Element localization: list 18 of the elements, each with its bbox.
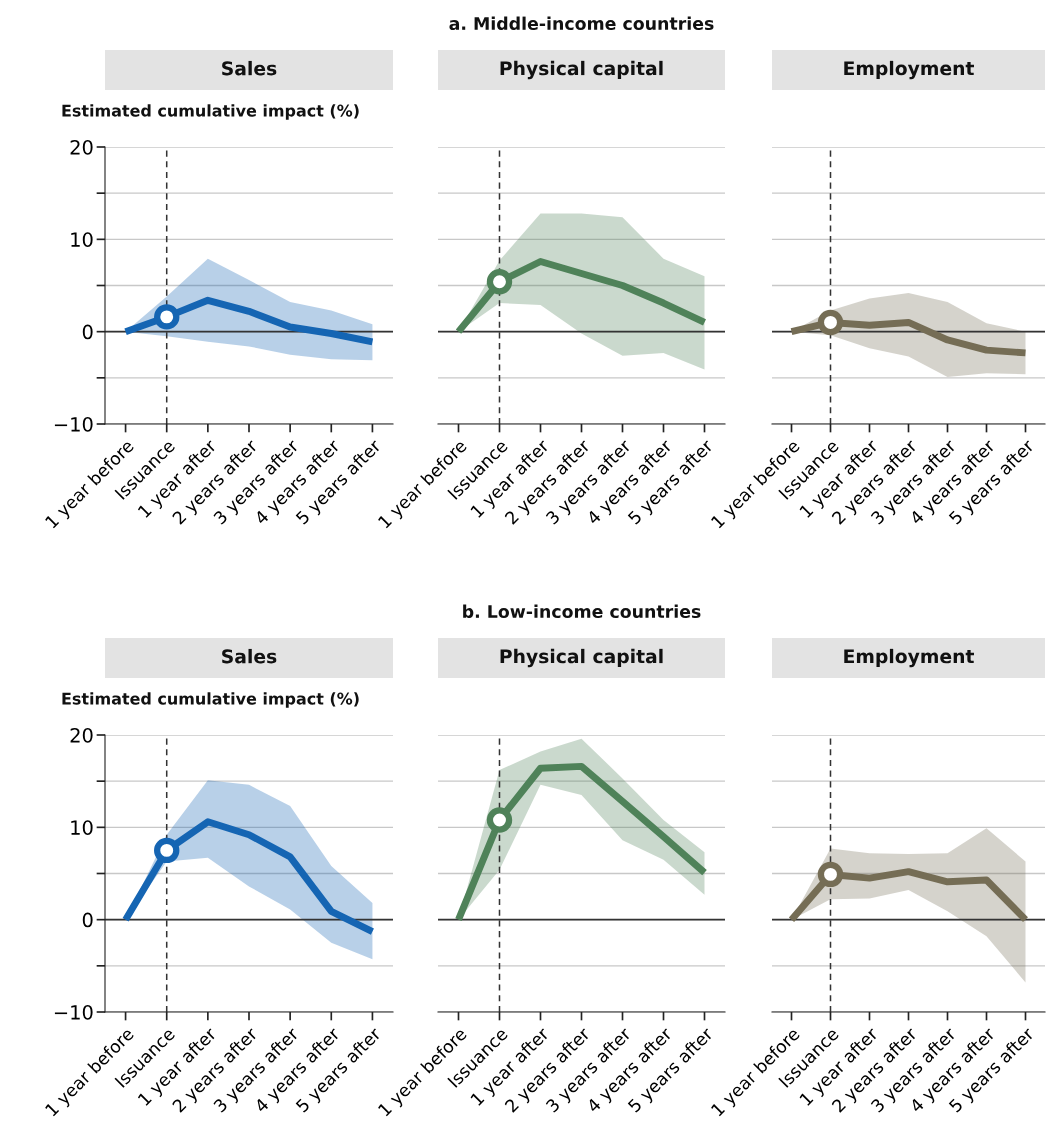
y-axis-title: Estimated cumulative impact (%) xyxy=(62,692,359,708)
chart-title: Sales xyxy=(222,648,277,664)
y-axis-title: Estimated cumulative impact (%) xyxy=(62,104,359,120)
chart-title: Physical capital xyxy=(500,648,663,668)
y-tick-label: −10 xyxy=(54,416,93,432)
y-tick-label: 0 xyxy=(82,324,93,340)
chart-subtitle: b. Low-income countries xyxy=(463,604,701,619)
chart-title: Employment xyxy=(844,648,974,668)
y-tick-label: −10 xyxy=(54,1004,93,1020)
y-tick-label: 0 xyxy=(82,912,93,928)
chart-title: Sales xyxy=(222,60,277,76)
chart-title: Employment xyxy=(844,60,974,80)
y-tick-label: 10 xyxy=(71,232,93,247)
chart-title: Physical capital xyxy=(500,60,663,80)
chart-subtitle: a. Middle-income countries xyxy=(449,16,714,31)
y-tick-label: 20 xyxy=(70,727,93,743)
y-tick-label: 10 xyxy=(71,820,93,835)
y-tick-label: 20 xyxy=(70,139,93,155)
